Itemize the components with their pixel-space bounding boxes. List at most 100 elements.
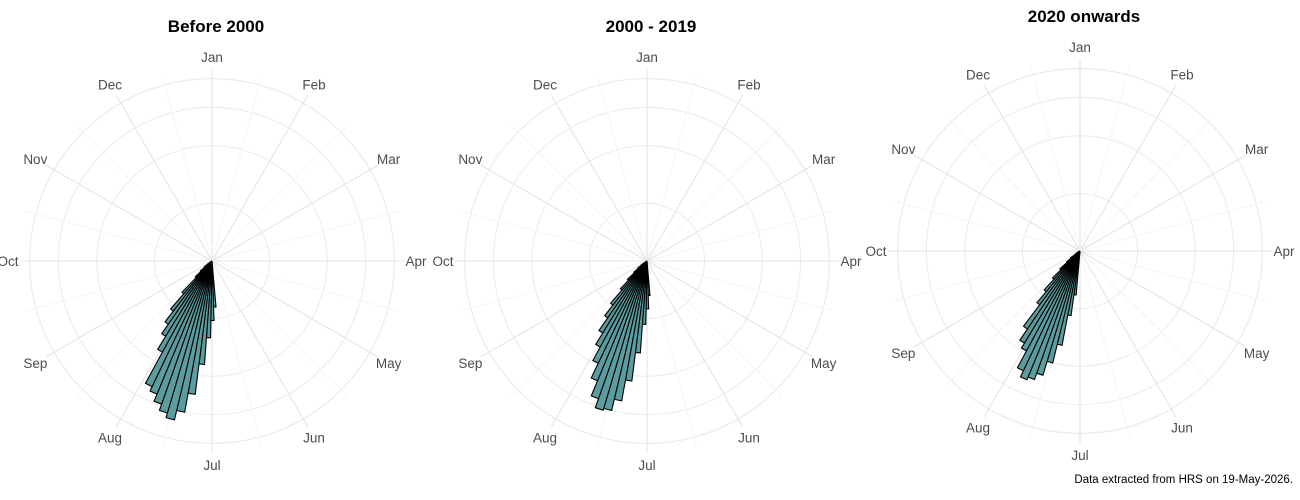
month-label: Nov bbox=[891, 142, 915, 157]
month-label: Feb bbox=[302, 77, 325, 92]
month-label: Jan bbox=[201, 50, 223, 65]
grid-spoke-minor bbox=[1079, 250, 1131, 437]
grid-spoke-major bbox=[1079, 250, 1177, 418]
grid-spoke-minor bbox=[646, 210, 833, 262]
grid-spoke-major bbox=[646, 260, 814, 358]
grid-spoke-major bbox=[45, 164, 213, 262]
grid-spoke-major bbox=[480, 260, 648, 358]
grid-spoke-minor bbox=[943, 114, 1081, 252]
grid-spoke-major bbox=[646, 94, 744, 262]
grid-spoke-minor bbox=[461, 260, 648, 312]
month-label: Mar bbox=[1245, 142, 1269, 157]
month-label: Mar bbox=[377, 152, 401, 167]
month-label: Apr bbox=[405, 254, 427, 269]
grid-spoke-minor bbox=[510, 260, 648, 398]
grid-spoke-minor bbox=[1029, 65, 1081, 252]
grid-spoke-major bbox=[480, 164, 648, 262]
grid-spoke-major bbox=[646, 164, 814, 262]
month-label: Feb bbox=[1170, 67, 1193, 82]
polar-chart-1: Before 2000 Jan Feb Mar Apr May Jun Jul Aug Sep Oc… bbox=[0, 17, 427, 473]
grid-spoke-major bbox=[115, 94, 213, 262]
chart-bar bbox=[206, 260, 213, 266]
month-label: Nov bbox=[23, 152, 47, 167]
month-label: Aug bbox=[966, 421, 990, 436]
grid-spoke-minor bbox=[211, 210, 398, 262]
chart-title: 2000 - 2019 bbox=[606, 17, 697, 36]
grid-spoke-major bbox=[550, 94, 648, 262]
grid-spoke-minor bbox=[596, 75, 648, 262]
month-label: Dec bbox=[533, 77, 557, 92]
month-label: Jul bbox=[638, 458, 655, 473]
grid-spoke-minor bbox=[1079, 114, 1217, 252]
month-label: Sep bbox=[458, 356, 482, 371]
grid-spoke-major bbox=[211, 164, 379, 262]
month-label: Jan bbox=[1069, 40, 1091, 55]
grid-spoke-minor bbox=[1079, 250, 1217, 388]
grid-spoke-minor bbox=[211, 75, 263, 262]
grid-spoke-major bbox=[1079, 154, 1247, 252]
polar-chart-2: 2000 - 2019 Jan Feb Mar Apr May Jun Jul Aug Sep Oc… bbox=[432, 17, 862, 473]
grid-spoke-minor bbox=[161, 75, 213, 262]
grid-spoke-minor bbox=[1079, 200, 1266, 252]
month-label: May bbox=[811, 356, 837, 371]
month-label: Aug bbox=[533, 431, 557, 446]
grid-spoke-minor bbox=[75, 260, 213, 398]
month-label: Dec bbox=[966, 67, 990, 82]
grid-spoke-major bbox=[45, 260, 213, 358]
month-label: Mar bbox=[812, 152, 836, 167]
month-label: Oct bbox=[865, 244, 886, 259]
grid-spoke-minor bbox=[1079, 65, 1131, 252]
grid-spoke-major bbox=[646, 260, 744, 428]
grid-spoke-major bbox=[983, 84, 1081, 252]
month-label: Jun bbox=[738, 431, 760, 446]
grid-spoke-minor bbox=[26, 210, 213, 262]
month-label: Sep bbox=[891, 346, 915, 361]
month-label: Oct bbox=[432, 254, 453, 269]
chart-bar bbox=[640, 260, 648, 266]
grid-spoke-minor bbox=[646, 260, 784, 398]
chart-bar bbox=[1076, 250, 1081, 254]
month-label: Sep bbox=[23, 356, 47, 371]
month-label: Aug bbox=[98, 431, 122, 446]
grid-spoke-minor bbox=[461, 210, 648, 262]
grid-spoke-minor bbox=[646, 260, 833, 312]
chart-title: 2020 onwards bbox=[1028, 7, 1140, 26]
month-label: Jun bbox=[303, 431, 325, 446]
grid-spoke-major bbox=[211, 260, 309, 428]
grid-spoke-minor bbox=[211, 260, 398, 312]
month-label: Apr bbox=[840, 254, 862, 269]
grid-spoke-major bbox=[211, 260, 379, 358]
grid-spoke-major bbox=[1079, 84, 1177, 252]
month-label: Jul bbox=[203, 458, 220, 473]
grid-spoke-major bbox=[913, 250, 1081, 348]
grid-spoke-minor bbox=[1079, 250, 1266, 302]
data-source-caption: Data extracted from HRS on 19-May-2026. bbox=[1074, 474, 1293, 486]
month-label: Dec bbox=[98, 77, 122, 92]
month-label: Jul bbox=[1071, 448, 1088, 463]
grid-spoke-minor bbox=[211, 124, 349, 262]
grid-spoke-minor bbox=[510, 124, 648, 262]
grid-spoke-minor bbox=[26, 260, 213, 312]
month-label: Jun bbox=[1171, 421, 1193, 436]
polar-chart-3: 2020 onwards Jan Feb Mar Apr May Jun Jul Aug Sep O… bbox=[865, 7, 1295, 463]
grid-spoke-minor bbox=[75, 124, 213, 262]
grid-spoke-major bbox=[211, 94, 309, 262]
month-label: May bbox=[1244, 346, 1270, 361]
month-label: May bbox=[376, 356, 402, 371]
grid-spoke-minor bbox=[894, 250, 1081, 302]
month-label: Oct bbox=[0, 254, 19, 269]
grid-spoke-minor bbox=[646, 75, 698, 262]
month-label: Jan bbox=[636, 50, 658, 65]
grid-spoke-minor bbox=[211, 260, 263, 447]
grid-spoke-minor bbox=[646, 124, 784, 262]
grid-spoke-minor bbox=[894, 200, 1081, 252]
grid-spoke-minor bbox=[646, 260, 698, 447]
month-label: Apr bbox=[1273, 244, 1295, 259]
month-label: Nov bbox=[458, 152, 482, 167]
grid-spoke-major bbox=[1079, 250, 1247, 348]
grid-spoke-minor bbox=[211, 260, 349, 398]
grid-spoke-major bbox=[913, 154, 1081, 252]
chart-title: Before 2000 bbox=[168, 17, 264, 36]
month-label: Feb bbox=[737, 77, 760, 92]
